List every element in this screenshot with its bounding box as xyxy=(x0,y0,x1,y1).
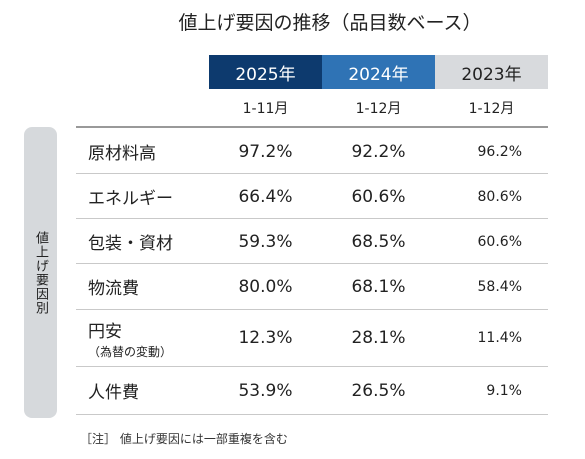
year-header-2024: 2024年 xyxy=(322,55,435,89)
year-header-2025: 2025年 xyxy=(209,55,322,89)
value-2024: 68.5% xyxy=(351,231,406,252)
value-2023: 58.4% xyxy=(477,278,522,295)
row-label: エネルギー xyxy=(88,189,173,209)
row-sublabel: （為替の変動） xyxy=(88,344,173,359)
value-2023: 11.4% xyxy=(477,330,522,346)
value-2025: 53.9% xyxy=(238,380,293,401)
table-row-raw-materials: 原材料高 97.2% 92.2% 96.2% xyxy=(76,129,548,174)
value-2023: 9.1% xyxy=(486,382,522,399)
period-2023: 1-12月 xyxy=(468,101,515,117)
table-row-energy: エネルギー 66.4% 60.6% 80.6% xyxy=(76,174,548,219)
row-label: 包装・資材 xyxy=(88,234,173,254)
table-row-weak-yen: 円安 （為替の変動） 12.3% 28.1% 11.4% xyxy=(76,310,548,366)
row-divider xyxy=(76,366,548,367)
value-2025: 66.4% xyxy=(238,186,293,207)
side-category-text: 値上げ要因別 xyxy=(33,230,48,315)
value-2025: 59.3% xyxy=(238,231,293,252)
side-category-label: 値上げ要因別 xyxy=(24,127,57,418)
row-label: 原材料高 xyxy=(88,144,156,164)
value-2024: 68.1% xyxy=(351,276,406,297)
row-divider xyxy=(76,218,548,219)
table-title: 値上げ要因の推移（品目数ベース） xyxy=(178,12,482,34)
row-label: 物流費 xyxy=(88,279,139,299)
value-2023: 60.6% xyxy=(477,233,522,250)
table-row-labor: 人件費 53.9% 26.5% 9.1% xyxy=(76,367,548,414)
value-2024: 92.2% xyxy=(351,141,406,162)
table-row-logistics: 物流費 80.0% 68.1% 58.4% xyxy=(76,264,548,309)
row-label: 人件費 xyxy=(88,383,139,403)
value-2024: 28.1% xyxy=(351,328,406,348)
table-bottom-rule xyxy=(76,414,548,415)
table-top-rule xyxy=(76,126,548,128)
value-2025: 80.0% xyxy=(238,276,293,297)
row-divider xyxy=(76,173,548,174)
value-2024: 60.6% xyxy=(351,186,406,207)
value-2024: 26.5% xyxy=(351,380,406,401)
row-divider xyxy=(76,263,548,264)
value-2025: 12.3% xyxy=(238,328,293,348)
value-2023: 80.6% xyxy=(477,188,522,205)
row-label: 円安 （為替の変動） xyxy=(88,321,173,359)
period-2025: 1-11月 xyxy=(242,101,289,117)
row-divider xyxy=(76,309,548,310)
year-header-2023: 2023年 xyxy=(435,55,548,89)
value-2025: 97.2% xyxy=(238,141,293,162)
footnote: ［注］ 値上げ要因には一部重複を含む xyxy=(80,432,288,446)
table-row-packaging: 包装・資材 59.3% 68.5% 60.6% xyxy=(76,219,548,264)
period-2024: 1-12月 xyxy=(355,101,402,117)
value-2023: 96.2% xyxy=(477,143,522,160)
